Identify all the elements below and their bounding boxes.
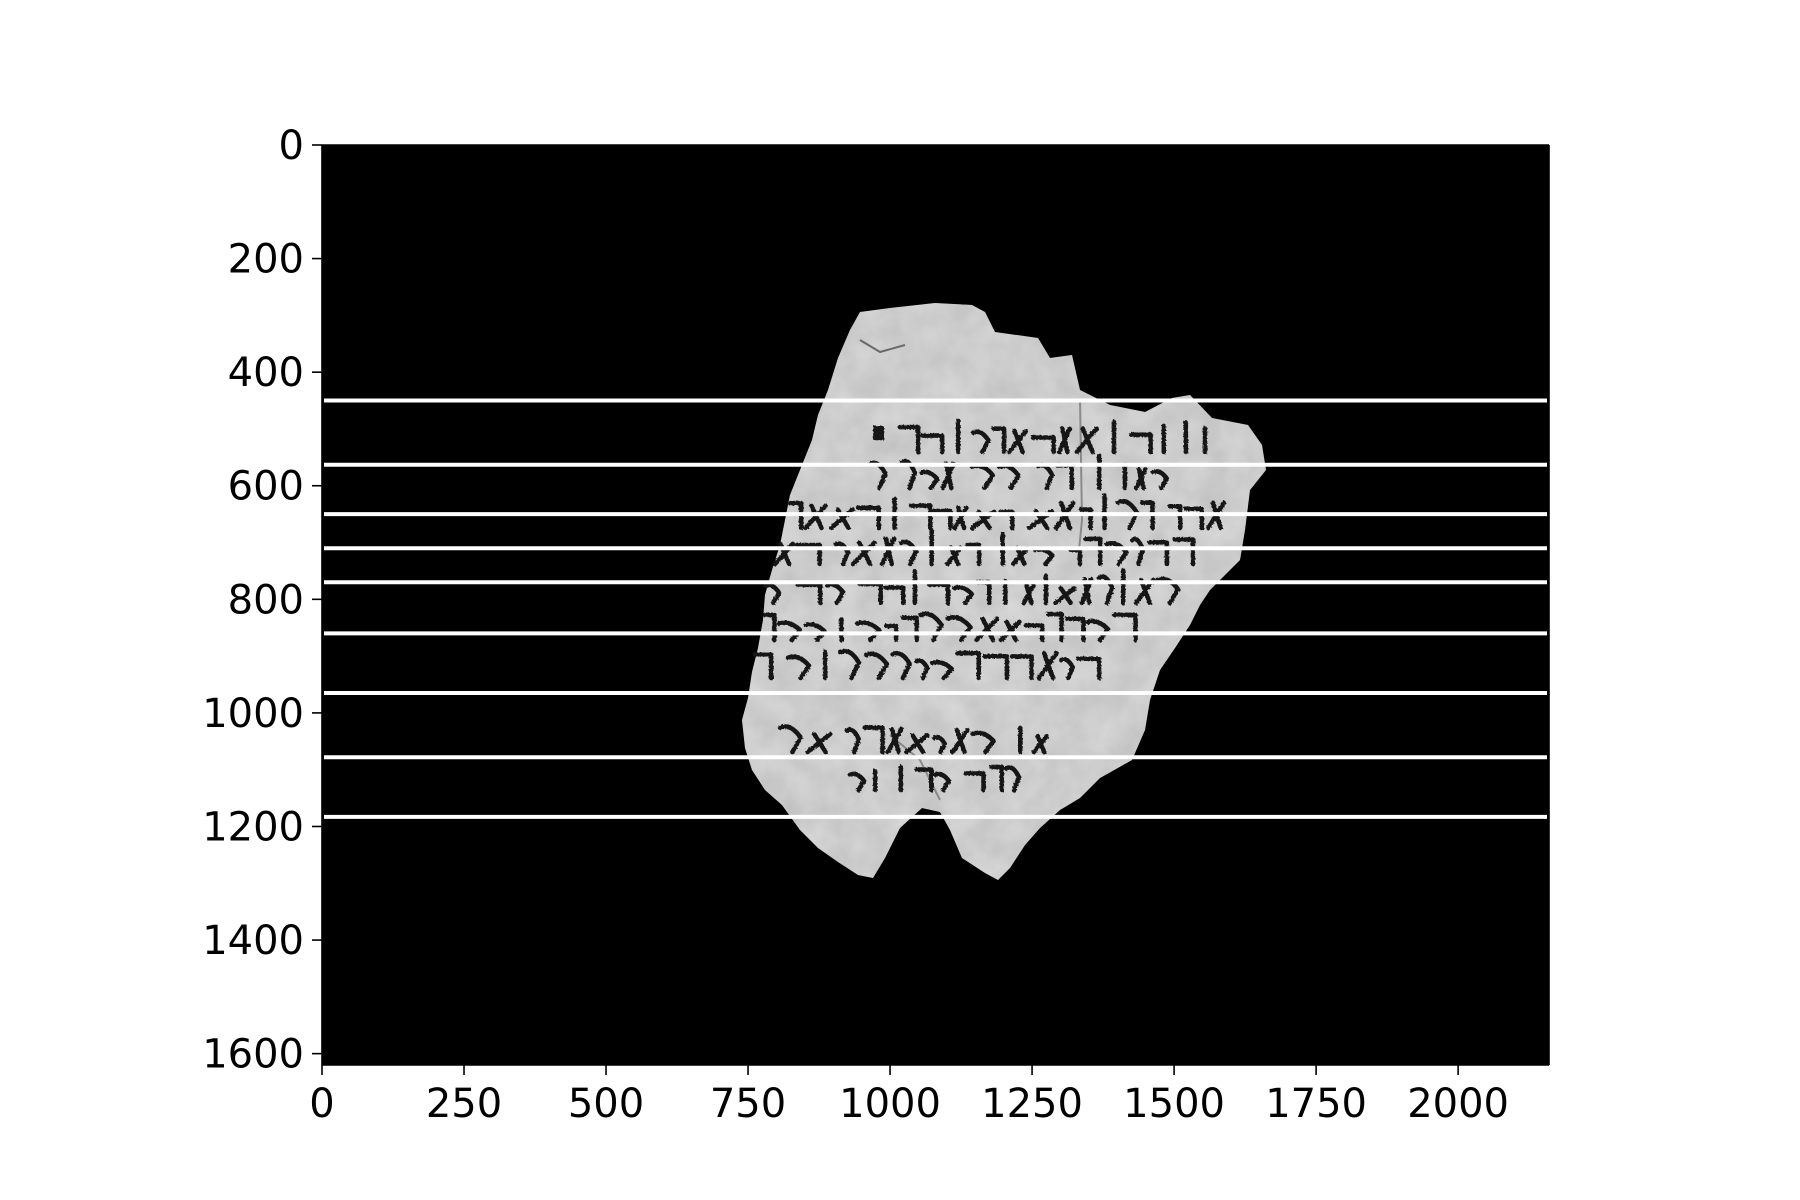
x-tick-label: 1500	[1123, 1081, 1225, 1127]
x-tick-label: 1000	[839, 1081, 941, 1127]
y-tick-label: 1000	[202, 691, 304, 737]
y-tick-label: 1200	[202, 804, 304, 850]
y-tick-label: 600	[228, 464, 304, 510]
x-tick-label: 1250	[981, 1081, 1083, 1127]
x-tick-label: 2000	[1407, 1081, 1509, 1127]
y-tick-label: 800	[228, 577, 304, 623]
y-tick-label: 1400	[202, 918, 304, 964]
handwritten-line	[897, 418, 1208, 455]
handwritten-line	[752, 648, 1102, 681]
y-tick-label: 0	[279, 123, 304, 169]
handwritten-line	[762, 611, 1138, 643]
x-tick-label: 250	[426, 1081, 502, 1127]
x-tick-label: 750	[710, 1081, 786, 1127]
axes: 0 250 500 750 1000 1250 1500 1750 2000 0 200 400 60…	[202, 123, 1550, 1127]
x-tick-label: 0	[309, 1081, 334, 1127]
y-tick-label: 400	[228, 350, 304, 396]
x-tick-label: 1750	[1265, 1081, 1367, 1127]
handwritten-line	[847, 764, 1022, 793]
handwritten-line	[777, 724, 1050, 755]
ink-blot	[873, 426, 884, 440]
x-tick-label: 500	[568, 1081, 644, 1127]
y-axis-ticks: 0 200 400 600 800 1000 1200 1400 1600	[202, 123, 322, 1078]
y-tick-label: 1600	[202, 1032, 304, 1078]
fragment-crack	[859, 339, 906, 354]
y-tick-label: 200	[228, 237, 304, 283]
line-separators	[324, 398, 1547, 819]
handwritten-line	[762, 568, 1181, 606]
x-axis-ticks: 0 250 500 750 1000 1250 1500 1750 2000	[309, 1065, 1509, 1127]
